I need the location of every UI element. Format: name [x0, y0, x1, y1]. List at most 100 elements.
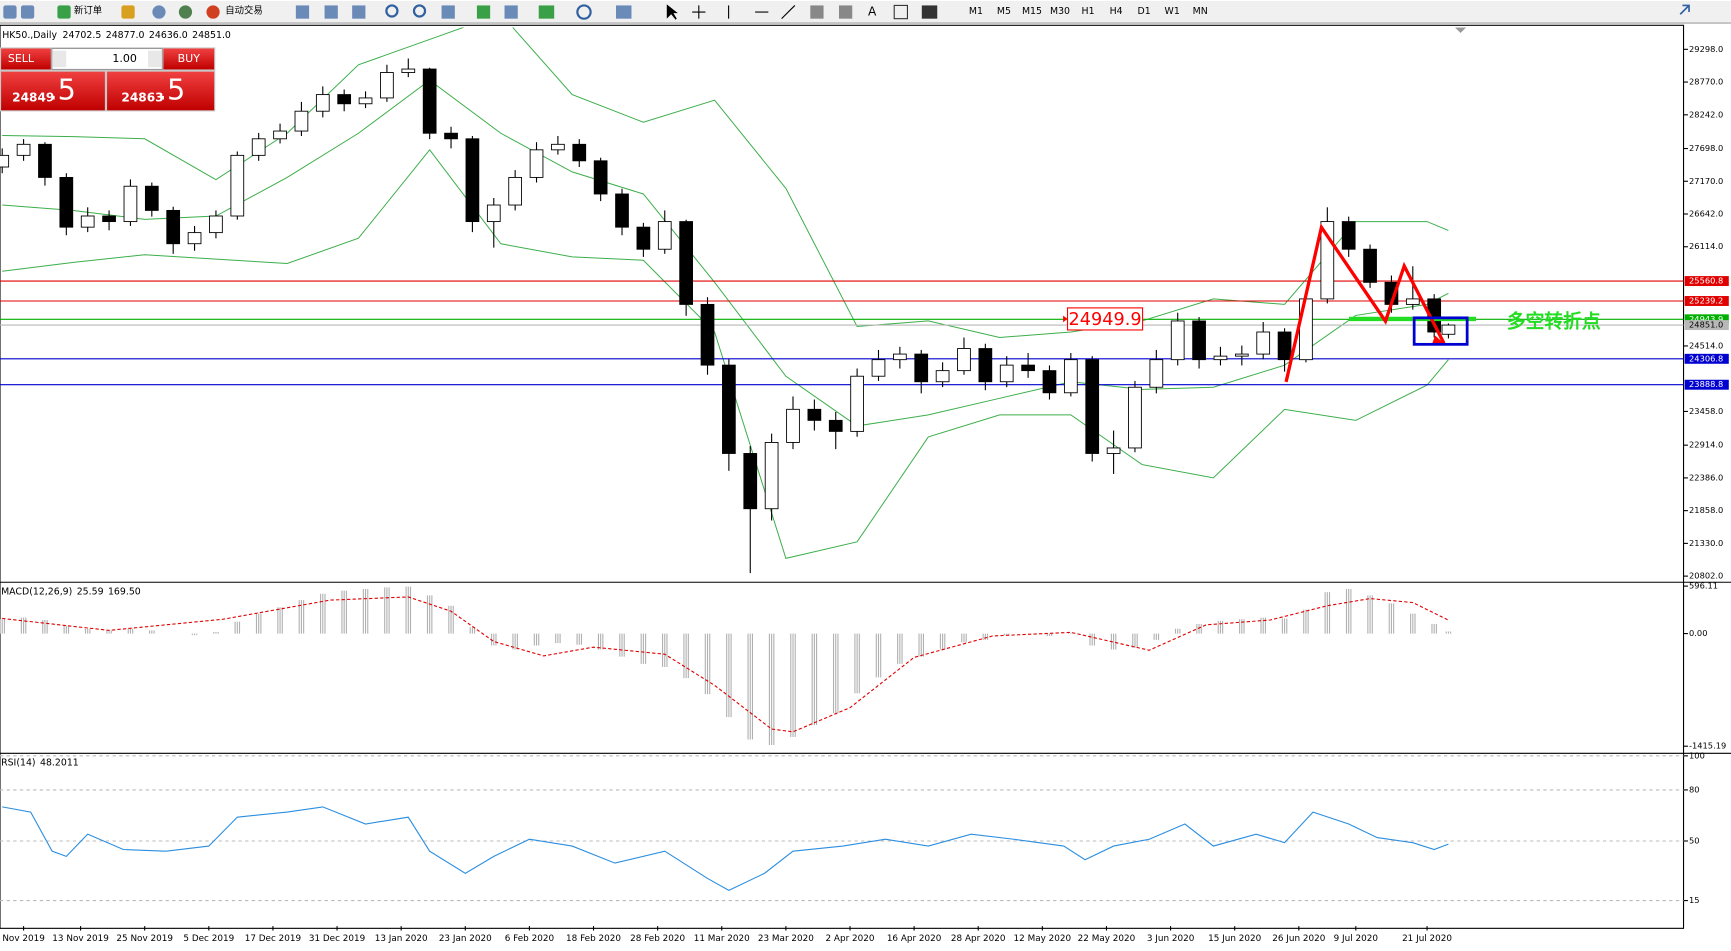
candle-body	[551, 143, 565, 151]
expand-icon[interactable]	[1679, 4, 1690, 15]
new-order-icon[interactable]	[57, 5, 71, 19]
x-tick-label: 21 Jul 2020	[1402, 934, 1452, 944]
volume-down[interactable]	[52, 50, 67, 68]
zoom-in-icon[interactable]	[385, 4, 399, 18]
icon[interactable]	[810, 5, 824, 19]
price-axis: 100 80 50 15	[1683, 750, 1705, 905]
icon[interactable]	[152, 5, 166, 19]
icon[interactable]	[504, 5, 518, 19]
annotation-text: 多空转折点	[1507, 310, 1601, 333]
buy-price-box[interactable]	[107, 71, 215, 111]
timeframe-button[interactable]: W1	[1165, 6, 1180, 17]
label-tool[interactable]	[893, 4, 909, 20]
macd-title: MACD(12,26,9)	[1, 586, 72, 597]
icon[interactable]	[20, 5, 35, 19]
new-order[interactable]: 新订单	[74, 4, 102, 16]
price-tag	[1684, 296, 1729, 306]
indicators-icon[interactable]	[538, 5, 555, 19]
auto-trading-icon[interactable]	[206, 5, 220, 19]
timeframe-button[interactable]: H4	[1110, 6, 1123, 17]
x-tick-label: 25 Nov 2019	[116, 934, 173, 944]
x-tick-label: 23 Mar 2020	[758, 934, 814, 944]
buy-pips[interactable]: .5	[158, 73, 185, 107]
candle-body	[1042, 370, 1057, 394]
price-tag-label: 23888.8	[1689, 379, 1723, 389]
period-icon[interactable]	[576, 4, 592, 20]
volume-field[interactable]	[51, 47, 163, 71]
annotation-text: 24949.9	[1069, 310, 1142, 330]
candle-body	[508, 176, 523, 206]
candle-body	[1256, 331, 1271, 355]
template-icon[interactable]	[616, 5, 632, 19]
timeframe-button[interactable]: M15	[1022, 6, 1042, 17]
icon[interactable]	[121, 5, 135, 19]
buy-price[interactable]: 24863	[121, 91, 163, 105]
volume-up[interactable]	[147, 50, 162, 68]
candle-body	[743, 453, 758, 510]
timeframe-button[interactable]: M5	[997, 6, 1011, 17]
x-tick-label: 13 Nov 2019	[52, 934, 109, 944]
candle-body	[465, 138, 480, 223]
candle-body	[401, 68, 416, 73]
timeframe-button[interactable]: M1	[969, 6, 983, 17]
candle-body	[273, 130, 287, 140]
icon[interactable]	[839, 5, 853, 19]
sell-price[interactable]: 24849	[12, 91, 54, 105]
arrow-tool[interactable]	[921, 5, 938, 19]
buy-label[interactable]: BUY	[178, 52, 201, 65]
candle-body	[144, 185, 159, 211]
candle-body	[102, 215, 116, 223]
candle-body	[657, 221, 672, 250]
icon[interactable]	[441, 5, 455, 19]
icon[interactable]	[324, 5, 338, 19]
x-tick-label: 18 Feb 2020	[566, 934, 621, 944]
y-tick-label: 0.00	[1689, 628, 1707, 638]
timeframe-button[interactable]: H1	[1082, 6, 1095, 17]
icon[interactable]	[178, 5, 193, 19]
y-tick-label: 21330.0	[1689, 538, 1723, 548]
y-tick-label: 26114.0	[1689, 241, 1723, 251]
candle-body	[486, 204, 501, 223]
x-tick-label: 15 Jun 2020	[1208, 934, 1261, 944]
timeframe-button[interactable]: MN	[1193, 6, 1208, 17]
candle-body	[914, 353, 929, 383]
icon[interactable]	[476, 5, 491, 19]
auto-trading[interactable]: 自动交易	[225, 4, 263, 16]
candle-body	[251, 138, 266, 156]
candle-body	[422, 68, 437, 134]
x-tick-label: 26 Jun 2020	[1272, 934, 1325, 944]
candle-body	[1234, 353, 1249, 357]
buy-button[interactable]	[163, 48, 215, 70]
icon[interactable]	[295, 5, 310, 19]
price-axis: 596.11 0.00 -1415.19	[1683, 581, 1726, 751]
ohlc-low: 24636.0	[149, 30, 188, 41]
ohlc-close: 24851.0	[192, 30, 231, 41]
trendline-icon[interactable]	[781, 5, 796, 20]
candle-body	[871, 359, 886, 377]
timeframe-button[interactable]: M30	[1050, 6, 1070, 17]
sell-button[interactable]	[1, 48, 51, 70]
cursor-icon[interactable]	[666, 4, 678, 20]
candle-body	[59, 176, 74, 228]
volume-value[interactable]: 1.00	[112, 52, 137, 65]
toolbar-icons: A	[3, 4, 1690, 20]
candle-body	[123, 185, 138, 223]
macd-label: MACD(12,26,9) 25.59 169.50	[1, 586, 141, 597]
sell-label[interactable]: SELL	[8, 52, 35, 65]
price-tag	[1684, 379, 1729, 390]
zoom-out-icon[interactable]	[412, 4, 427, 18]
crosshair-icon[interactable]	[692, 5, 706, 19]
price-tag-label: 25560.8	[1689, 276, 1723, 286]
candle-body	[209, 215, 223, 234]
timeframe-button[interactable]: D1	[1138, 6, 1151, 17]
icon[interactable]	[352, 5, 366, 19]
x-tick-label: 17 Dec 2019	[245, 934, 301, 944]
shift-marker	[1455, 27, 1467, 34]
candle-body	[893, 353, 907, 361]
sell-pips[interactable]: .5	[49, 73, 76, 107]
sell-price-box[interactable]	[1, 71, 105, 111]
symbol: HK50.,Daily	[2, 30, 57, 41]
text-tool[interactable]: A	[868, 5, 877, 19]
signal-value: 169.50	[108, 586, 141, 597]
icon[interactable]	[3, 5, 17, 19]
